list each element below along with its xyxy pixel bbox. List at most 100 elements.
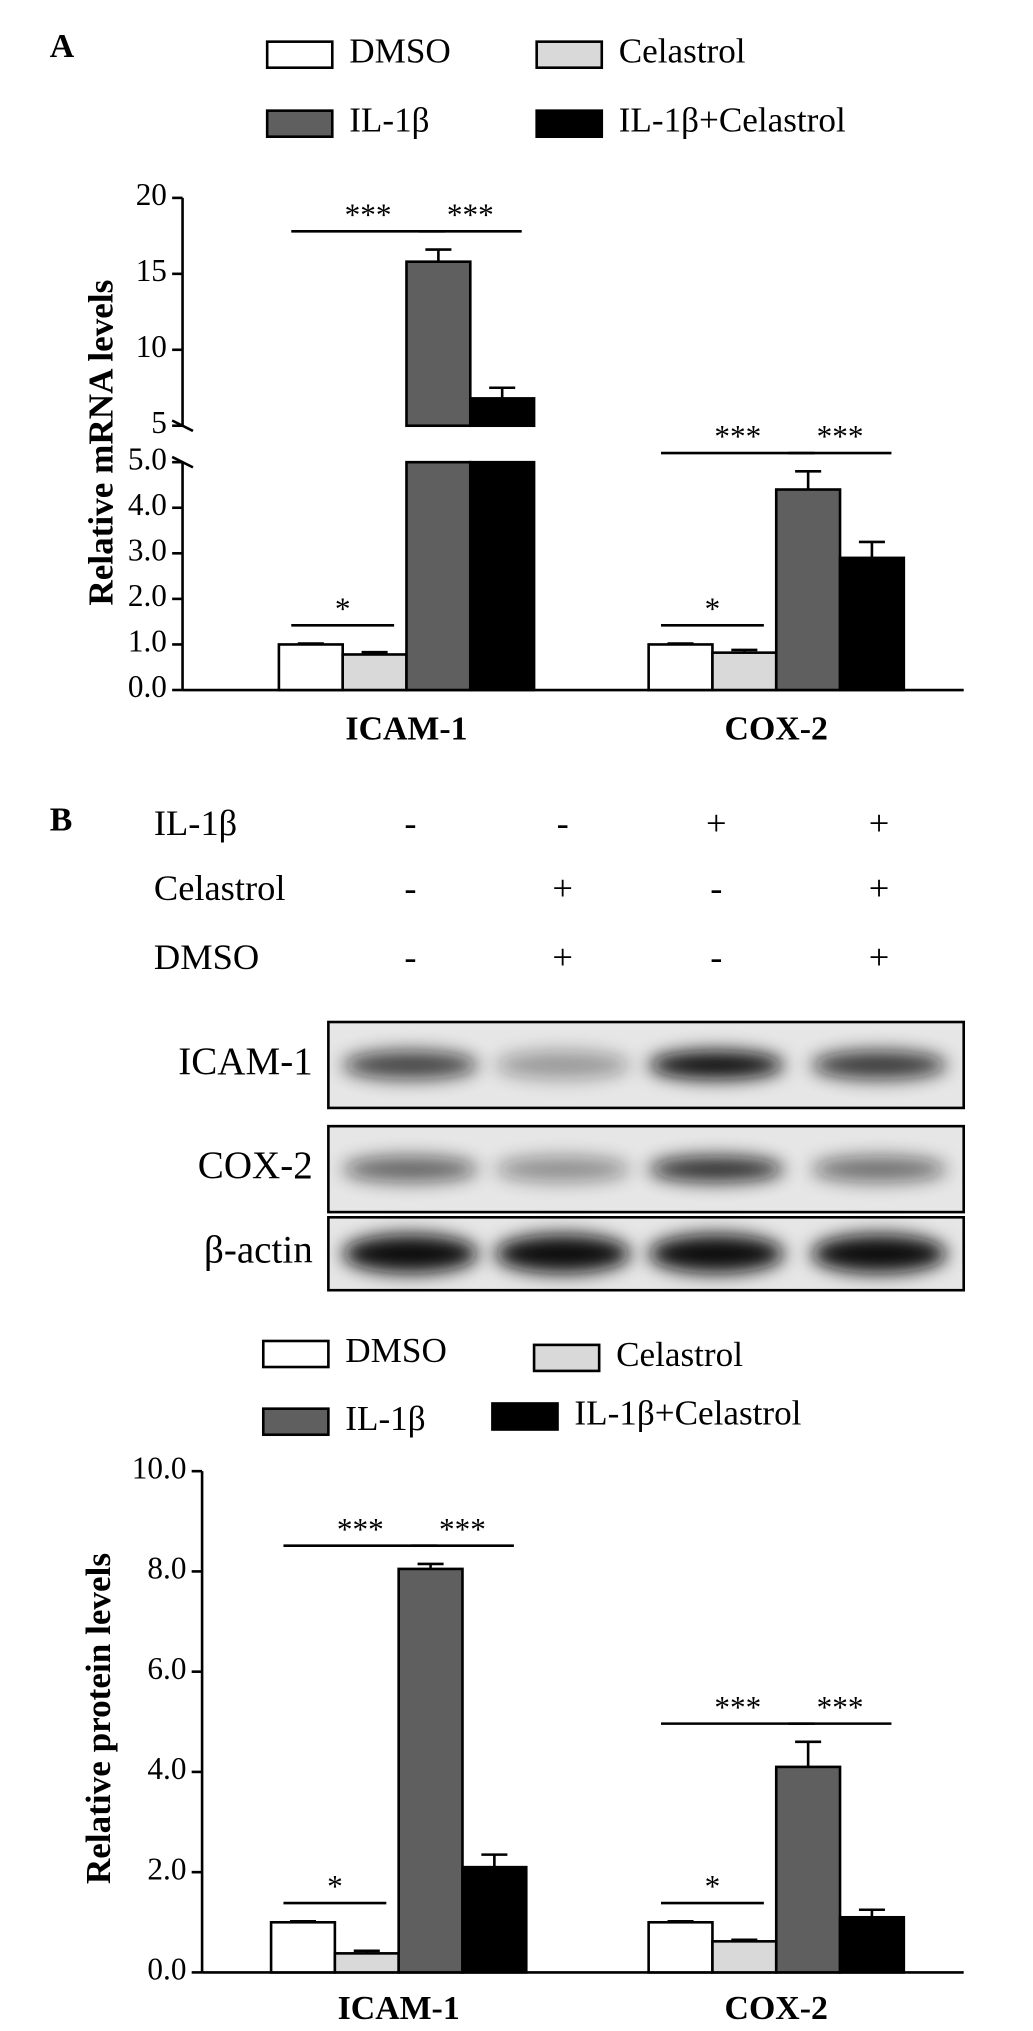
significance-label: *** [714,1690,761,1725]
blot-band [342,1050,479,1080]
error-bar [297,642,324,645]
error-bar [667,642,694,645]
y-tick-label: 8.0 [147,1551,186,1586]
treatment-sign: - [404,803,416,843]
panel-label: A [50,28,75,65]
error-bar [795,469,822,490]
legend-swatch [261,1407,330,1437]
y-tick-label: 10.0 [132,1450,187,1485]
band-label: ICAM-1 [178,1040,313,1083]
y-tick-label: 4.0 [128,487,167,522]
legend-label: IL-1β [349,101,429,140]
y-tick-label: 15 [136,253,167,288]
bar [468,460,536,692]
legend-label: IL-1β [345,1399,425,1438]
treatment-sign: - [710,937,722,977]
treatment-label: IL-1β [154,803,237,843]
y-tick-label: 5.0 [128,441,167,476]
significance-label: *** [714,419,761,454]
bar [711,1940,778,1974]
bar [405,460,472,692]
error-bar [795,1740,822,1767]
treatment-label: DMSO [154,937,259,977]
legend-label: DMSO [349,32,451,71]
y-tick-label: 2.0 [147,1851,186,1886]
blot-band [811,1050,947,1080]
blot-band [648,1050,785,1080]
band-label: COX-2 [198,1144,313,1187]
blot-band [342,1234,479,1274]
significance-label: *** [439,1512,486,1547]
bar [461,1865,528,1974]
legend-swatch [535,109,604,139]
error-bar [425,248,452,262]
significance-label: *** [447,197,494,232]
treatment-sign: - [404,937,416,977]
y-tick-label: 1.0 [128,624,167,659]
legend-label: IL-1β+Celastrol [574,1394,801,1433]
error-bar [667,1919,694,1923]
blot-band [648,1156,785,1183]
x-tick-label: COX-2 [725,1990,828,2027]
error-bar [731,1938,758,1942]
x-tick-label: ICAM-1 [345,710,467,747]
error-bar [353,1949,380,1954]
significance-label: * [327,1869,343,1904]
y-tick-label: 20 [136,177,167,212]
significance-label: * [705,1869,721,1904]
bar [341,653,408,692]
treatment-sign: + [706,803,727,843]
x-tick-label: ICAM-1 [338,1990,460,2027]
treatment-sign: - [710,868,722,908]
y-tick-label: 6.0 [147,1651,186,1686]
blot-band [342,1156,479,1183]
bar [269,1920,337,1974]
treatment-sign: - [557,803,569,843]
band-label: β-actin [204,1229,313,1272]
error-bar [289,1919,317,1923]
panel-label: B [50,802,73,839]
bar [277,643,344,692]
bar [647,643,714,692]
significance-label: *** [345,197,392,232]
treatment-sign: + [869,868,890,908]
blot-band [648,1234,785,1274]
legend-label: Celastrol [616,1335,743,1374]
blot-band [495,1050,631,1080]
y-tick-label: 10 [136,329,167,364]
treatment-sign: - [404,868,416,908]
bar [333,1952,400,1974]
error-bar [858,540,885,558]
bar [774,1765,842,1974]
significance-label: * [705,591,721,626]
significance-label: * [335,591,351,626]
y-tick-label: 2.0 [128,578,167,613]
legend-label: Celastrol [619,32,746,71]
bar [838,556,906,692]
error-bar [731,648,758,653]
legend-label: DMSO [345,1331,447,1370]
blot-band [495,1234,631,1274]
error-bar [481,1853,508,1868]
x-tick-label: COX-2 [725,710,828,747]
error-bar [361,650,388,655]
y-tick-label: 4.0 [147,1751,186,1786]
y-tick-label: 0.0 [147,1952,186,1987]
significance-label: *** [817,1690,864,1725]
treatment-sign: + [552,868,573,908]
legend-swatch [491,1402,559,1431]
legend-swatch [261,1339,330,1369]
bar [711,651,778,692]
treatment-label: Celastrol [154,868,286,908]
error-bar [858,1908,885,1918]
bar [405,260,472,428]
legend-swatch [532,1343,601,1373]
legend-swatch [265,109,334,139]
y-tick-label: 0.0 [128,669,167,704]
legend-swatch [265,40,334,70]
bar [774,488,842,692]
y-axis-label: Relative protein levels [79,1553,118,1884]
blot-band [495,1156,631,1183]
legend-label: IL-1β+Celastrol [619,101,846,140]
